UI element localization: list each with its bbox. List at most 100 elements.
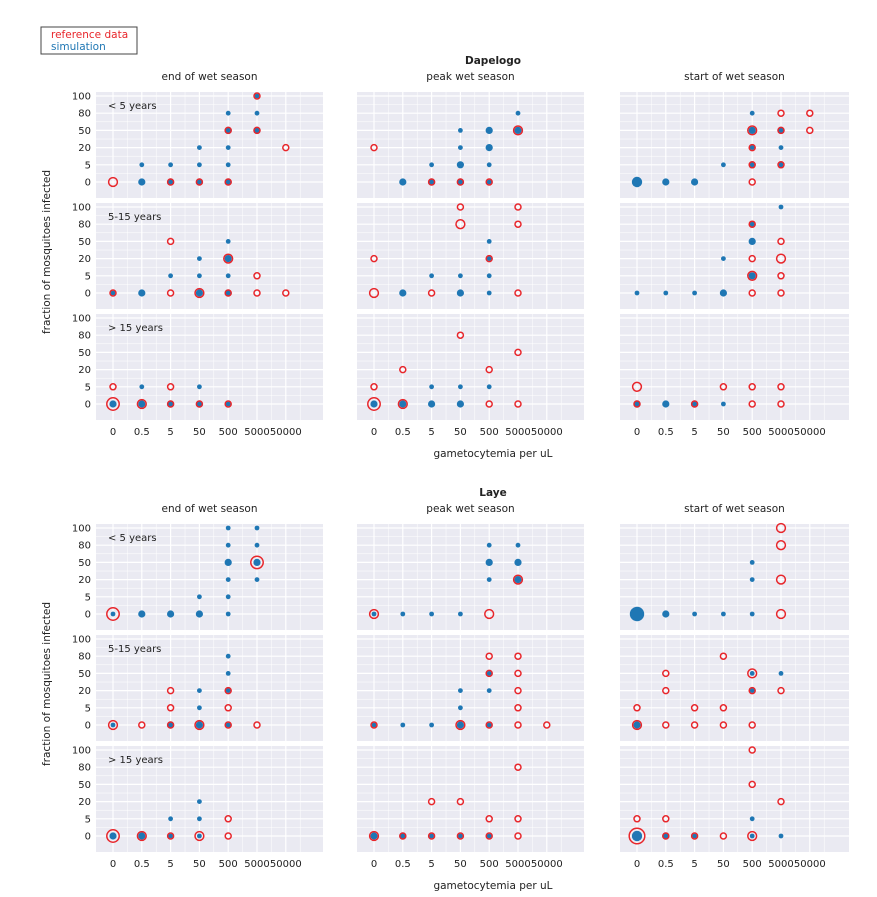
reference-point <box>514 400 522 408</box>
x-tick-label: 5000 <box>244 427 269 438</box>
reference-point <box>775 608 787 620</box>
x-axis-label: gametocytemia per uL <box>433 448 552 460</box>
reference-point <box>456 178 465 186</box>
reference-point <box>748 721 756 729</box>
season-title: start of wet season <box>684 71 785 83</box>
panel-background <box>96 746 323 852</box>
reference-point <box>514 203 522 211</box>
simulation-point <box>485 144 493 152</box>
x-tick-label: 5 <box>691 859 697 870</box>
simulation-point <box>254 577 260 582</box>
reference-point <box>368 287 380 299</box>
reference-point <box>485 652 493 660</box>
reference-point <box>485 254 493 263</box>
reference-point <box>166 704 175 712</box>
x-tick-label: 5 <box>167 859 173 870</box>
y-tick-label: 5 <box>85 160 91 171</box>
simulation-point <box>138 832 146 840</box>
simulation-point <box>486 273 492 279</box>
reference-point <box>253 272 261 280</box>
reference-point <box>748 400 756 408</box>
reference-point <box>748 746 756 754</box>
y-tick-label: 5 <box>85 592 91 603</box>
simulation-point <box>138 610 146 618</box>
simulation-point <box>458 127 463 133</box>
reference-point <box>224 832 232 840</box>
simulation-point <box>167 610 175 618</box>
reference-point <box>427 289 436 297</box>
simulation-point <box>748 126 756 134</box>
simulation-point <box>749 611 755 617</box>
reference-point <box>166 721 175 729</box>
reference-point <box>455 219 466 230</box>
simulation-point <box>749 671 755 676</box>
reference-point <box>777 272 785 280</box>
season-title: end of wet season <box>162 71 258 83</box>
reference-point <box>748 686 756 695</box>
site-title-dapelogo: Dapelogo <box>465 55 521 67</box>
reference-point <box>282 143 290 152</box>
site-title-laye: Laye <box>479 487 506 499</box>
simulation-point <box>485 126 493 134</box>
x-tick-label: 0.5 <box>134 427 150 438</box>
simulation-point <box>515 542 521 548</box>
reference-point <box>224 686 232 695</box>
reference-point <box>628 827 646 845</box>
reference-point <box>777 161 785 169</box>
simulation-point <box>429 833 434 839</box>
simulation-point <box>225 722 231 728</box>
simulation-point <box>138 400 146 408</box>
simulation-point <box>109 832 117 840</box>
legend-label-simulation: simulation <box>51 41 106 53</box>
simulation-point <box>110 290 116 296</box>
y-tick-label: 20 <box>78 254 91 265</box>
reference-point <box>514 721 522 729</box>
reference-point <box>109 289 117 297</box>
simulation-point <box>749 560 755 565</box>
simulation-point <box>225 162 231 168</box>
reference-point <box>224 704 232 712</box>
reference-point <box>633 815 641 823</box>
reference-point <box>250 555 264 570</box>
reference-point <box>224 289 232 297</box>
reference-point <box>136 830 147 842</box>
simulation-point <box>631 176 643 188</box>
simulation-point <box>429 722 434 728</box>
panel-laye-r2-c2: 0 0.5 5 50 500 5000 50000 <box>620 741 849 870</box>
x-tick-label: 5 <box>428 859 434 870</box>
reference-point <box>514 832 522 840</box>
simulation-point <box>749 145 755 151</box>
reference-point <box>775 522 787 534</box>
simulation-point <box>486 722 492 728</box>
reference-point <box>427 832 436 840</box>
season-title: peak wet season <box>426 71 514 83</box>
simulation-point <box>748 272 756 280</box>
simulation-point <box>399 178 407 186</box>
reference-point <box>662 832 670 840</box>
reference-point <box>514 815 522 823</box>
simulation-point <box>486 577 492 582</box>
panel-background <box>620 746 849 852</box>
reference-point <box>166 832 175 840</box>
x-tick-label: 500 <box>219 427 238 438</box>
reference-point <box>253 92 261 100</box>
simulation-point <box>515 110 521 116</box>
reference-point <box>485 815 493 823</box>
reference-point <box>166 237 175 246</box>
panel-laye-r2-c0: 0 5 20 50 80 100 > 15 years 0 0.5 5 50 500 5000 50000 <box>72 741 323 870</box>
panel-dapelogo-r2-c2: 0 0.5 5 50 500 5000 50000 <box>620 309 849 438</box>
reference-point <box>719 652 728 660</box>
y-tick-label: 5 <box>85 814 91 825</box>
simulation-point <box>139 384 145 390</box>
reference-point <box>514 289 522 297</box>
x-tick-label: 500 <box>219 859 238 870</box>
panel-dapelogo-r0-c1 <box>357 87 584 198</box>
y-tick-label: 5 <box>85 703 91 714</box>
reference-point <box>397 398 408 410</box>
x-tick-label: 0.5 <box>658 859 674 870</box>
simulation-point <box>254 110 260 116</box>
reference-point <box>690 704 699 712</box>
simulation-point <box>400 611 406 617</box>
reference-point <box>775 540 787 551</box>
reference-point <box>514 652 522 660</box>
